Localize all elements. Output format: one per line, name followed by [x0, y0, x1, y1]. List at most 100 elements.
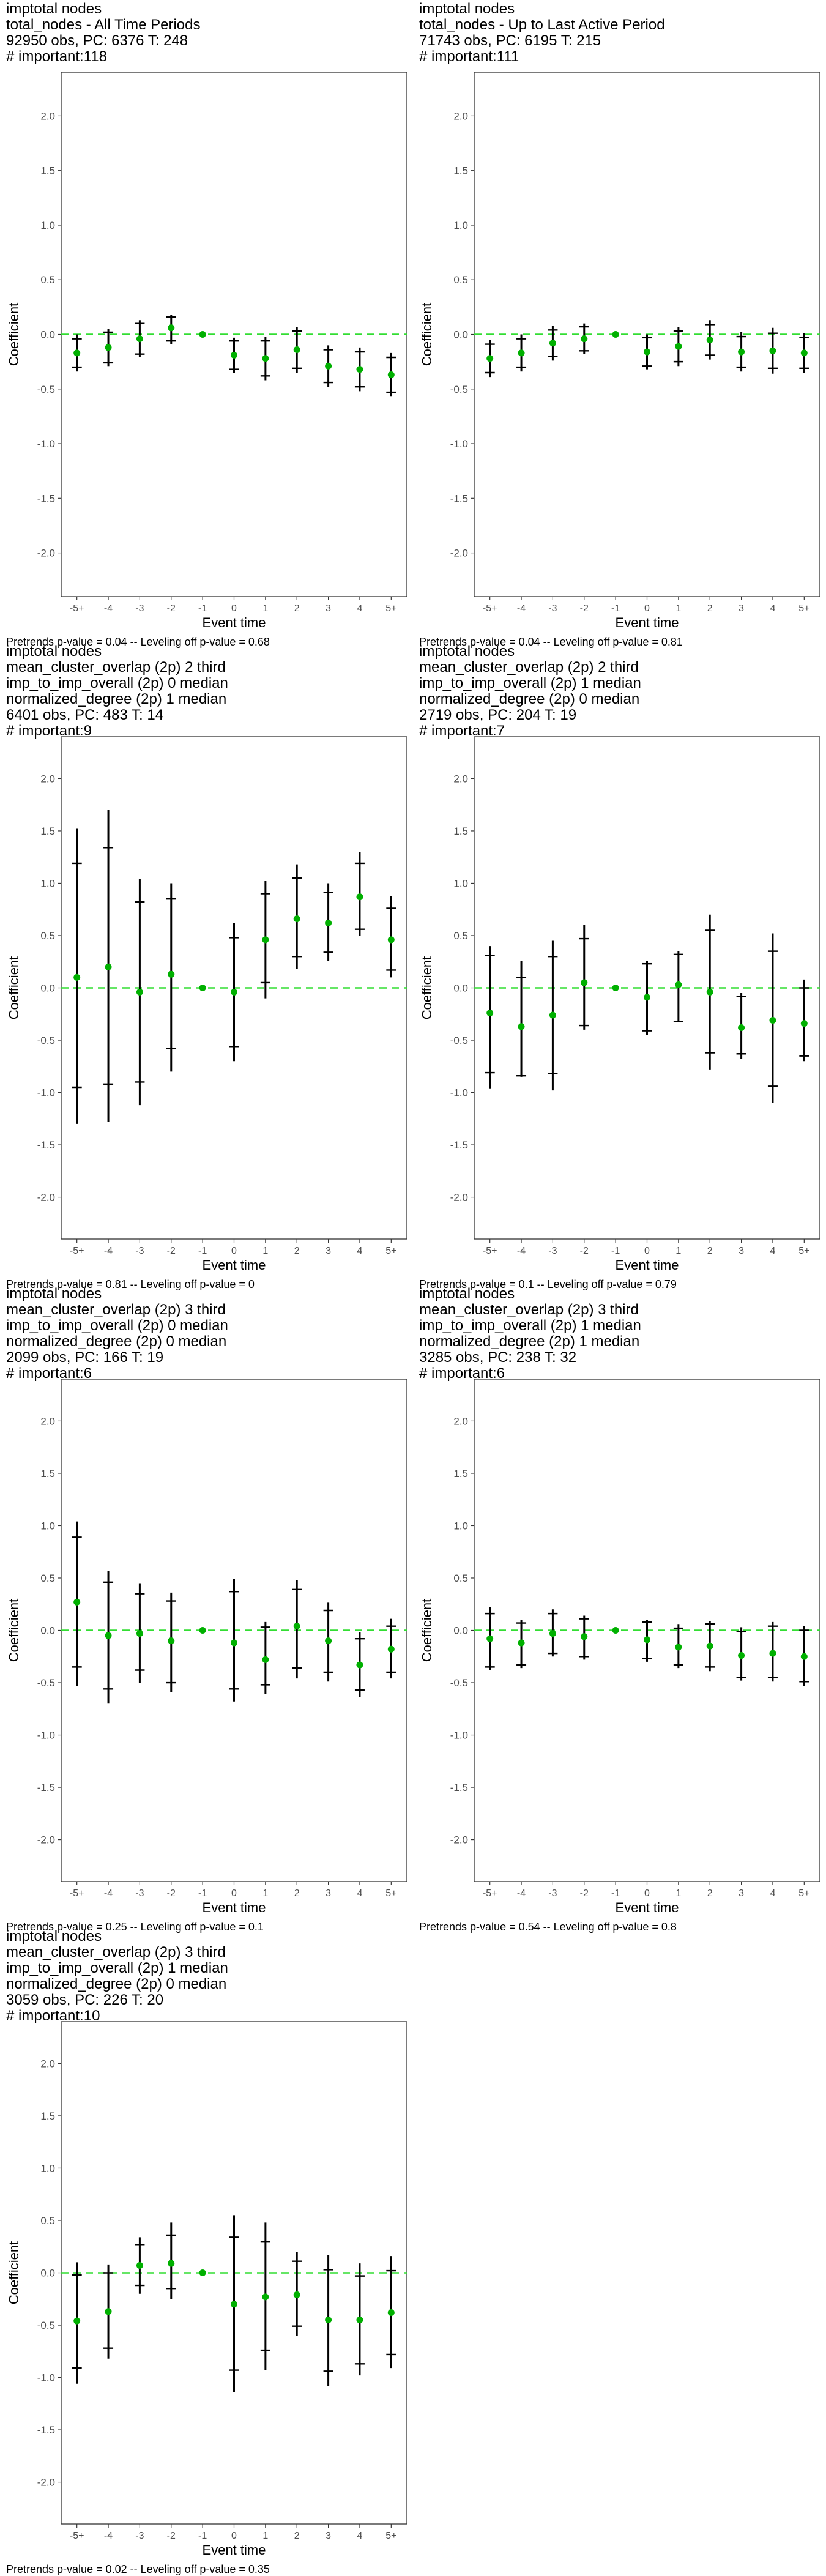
coefficient-point — [675, 981, 682, 988]
x-tick-label: -3 — [548, 603, 557, 614]
coefficient-point — [199, 1627, 206, 1634]
y-tick-label: -1.0 — [37, 1730, 55, 1741]
coefficient-point — [769, 347, 776, 354]
panel-title-line: # important:6 — [419, 1365, 505, 1382]
coefficient-point — [73, 349, 81, 357]
y-tick-label: -1.0 — [37, 438, 55, 450]
panel-title-line: # important:9 — [6, 723, 92, 739]
y-tick-label: 0.5 — [40, 1573, 55, 1584]
coefficient-point — [168, 2260, 175, 2267]
coefficient-point — [800, 1020, 808, 1027]
x-tick-label: 1 — [262, 603, 268, 614]
coefficient-point — [231, 351, 237, 359]
coefficient-point — [105, 2308, 112, 2315]
y-tick-label: 0.0 — [453, 1625, 468, 1637]
y-tick-label: 2.0 — [453, 1415, 468, 1427]
panel-title-line: imptotal nodes — [6, 1, 102, 17]
y-tick-label: 0.0 — [453, 329, 468, 341]
panel-title-line: imp_to_imp_overall (2p) 1 median — [419, 675, 641, 691]
x-axis-title: Event time — [203, 615, 266, 630]
x-axis-title: Event time — [203, 1900, 266, 1915]
y-axis-title: Coefficient — [6, 1599, 21, 1662]
coefficient-point — [738, 1652, 745, 1659]
panel-title-line: 6401 obs, PC: 483 T: 14 — [6, 707, 164, 723]
coefficient-point — [644, 994, 650, 1001]
x-axis-title: Event time — [203, 2542, 266, 2558]
y-tick-label: -0.5 — [37, 384, 55, 395]
x-tick-label: 5+ — [385, 2531, 396, 2541]
x-tick-label: 3 — [739, 603, 744, 614]
coefficient-point — [387, 1645, 395, 1653]
x-tick-label: -2 — [580, 603, 589, 614]
y-tick-label: 1.0 — [453, 1520, 468, 1532]
pvalue-footer: Pretrends p-value = 0.25 -- Leveling off… — [6, 1921, 264, 1933]
x-tick-label: -1 — [611, 603, 620, 614]
panel-title-line: imptotal nodes — [6, 1286, 102, 1302]
y-tick-label: 1.5 — [40, 2110, 55, 2122]
panel-title-line: imptotal nodes — [419, 643, 515, 660]
event-study-panel: imptotal nodes mean_cluster_overlap (2p) … — [0, 1285, 413, 1933]
coefficient-point — [644, 1636, 650, 1644]
y-tick-label: -2.0 — [37, 1192, 55, 1204]
coefficient-point — [73, 1598, 81, 1606]
coefficient-point — [293, 1623, 300, 1630]
panel-title-line: normalized_degree (2p) 0 median — [419, 691, 640, 707]
panel-title-line: # important:7 — [419, 723, 505, 739]
panel-title: imptotal nodes mean_cluster_overlap (2p) … — [419, 1286, 641, 1382]
coefficient-point — [73, 2317, 81, 2325]
panel-title-line: 2099 obs, PC: 166 T: 19 — [6, 1349, 164, 1366]
x-tick-label: -4 — [517, 603, 526, 614]
panel-title-line: mean_cluster_overlap (2p) 2 third — [419, 659, 639, 676]
x-tick-label: 2 — [294, 1888, 300, 1899]
coefficient-point — [644, 348, 650, 356]
coefficient-point — [136, 335, 143, 343]
coefficient-point — [136, 988, 143, 996]
y-tick-label: 2.0 — [40, 1415, 55, 1427]
y-tick-label: -1.0 — [450, 438, 468, 450]
y-tick-label: 0.0 — [40, 329, 55, 341]
x-tick-label: 3 — [326, 603, 331, 614]
y-tick-label: 1.5 — [453, 165, 468, 177]
coefficient-point — [581, 979, 588, 986]
coefficient-point — [518, 1639, 525, 1647]
coefficient-point — [706, 1642, 713, 1650]
chart-svg: -2.0 -1.5 -1.0 -0.5 0.0 0.5 1.0 1.5 2.0 -5+ -4 -3 -2… — [419, 1379, 820, 1915]
coefficient-point — [105, 1632, 112, 1639]
x-tick-label: -2 — [580, 1888, 589, 1899]
x-tick-label: -2 — [580, 1246, 589, 1256]
panel-title: imptotal nodes mean_cluster_overlap (2p) … — [6, 644, 228, 739]
y-axis-title: Coefficient — [419, 1599, 434, 1662]
coefficient-point — [769, 1017, 776, 1024]
coefficient-point — [262, 2293, 269, 2301]
coefficient-point — [612, 985, 619, 991]
x-tick-label: 4 — [357, 1246, 363, 1256]
x-tick-label: -5+ — [483, 603, 497, 614]
x-tick-label: 3 — [739, 1246, 744, 1256]
coefficient-point — [486, 355, 494, 362]
x-tick-label: 5+ — [798, 603, 809, 614]
panel-title-line: 2719 obs, PC: 204 T: 19 — [419, 707, 577, 723]
x-tick-label: -2 — [167, 1888, 176, 1899]
y-tick-label: -0.5 — [37, 2320, 55, 2331]
x-tick-label: 0 — [644, 1888, 650, 1899]
x-tick-label: -1 — [198, 1888, 207, 1899]
coefficient-point — [675, 1644, 682, 1651]
x-tick-label: -2 — [167, 2531, 176, 2541]
y-tick-label: -2.0 — [450, 1834, 468, 1846]
coefficient-point — [549, 340, 556, 347]
y-tick-label: 1.0 — [453, 877, 468, 889]
coefficient-point — [612, 1627, 619, 1634]
x-tick-label: 2 — [707, 1246, 713, 1256]
coefficient-point — [581, 1633, 588, 1640]
x-tick-label: -3 — [135, 603, 144, 614]
panel-title-line: imptotal nodes — [6, 643, 102, 660]
x-tick-label: 2 — [294, 2531, 300, 2541]
y-tick-label: -2.0 — [37, 1834, 55, 1846]
x-tick-label: -5+ — [70, 2531, 84, 2541]
coefficient-point — [293, 2291, 300, 2298]
x-axis-title: Event time — [616, 1900, 679, 1915]
coefficient-point — [262, 936, 269, 944]
y-tick-label: 1.5 — [453, 825, 468, 837]
x-tick-label: 2 — [707, 603, 713, 614]
x-tick-label: 3 — [326, 2531, 331, 2541]
